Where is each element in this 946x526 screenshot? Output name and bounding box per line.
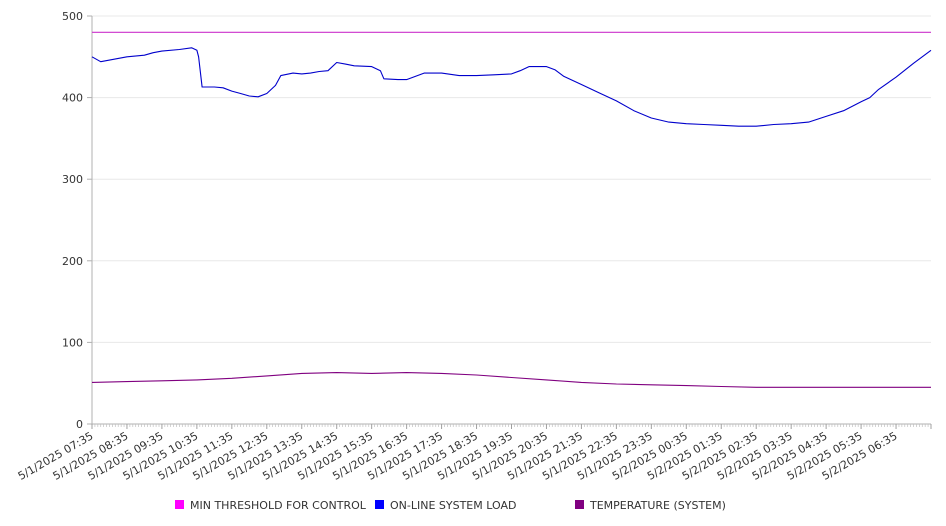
legend-label-online-system-load: ON-LINE SYSTEM LOAD — [390, 499, 516, 512]
y-tick-label: 500 — [62, 10, 83, 23]
axes — [87, 15, 932, 429]
y-tick-label: 400 — [62, 92, 83, 105]
legend-swatch-temperature — [575, 500, 584, 509]
y-tick-label: 300 — [62, 173, 83, 186]
legend-swatch-online-system-load — [375, 500, 384, 509]
gridlines — [92, 15, 931, 343]
legend: MIN THRESHOLD FOR CONTROL ON-LINE SYSTEM… — [175, 499, 726, 512]
legend-swatch-min-threshold — [175, 500, 184, 509]
series-line-1 — [91, 47, 932, 127]
y-tick-label: 200 — [62, 255, 83, 268]
series-lines — [91, 31, 932, 388]
y-tick-label: 0 — [76, 418, 83, 431]
y-tick-label: 100 — [62, 336, 83, 349]
legend-label-temperature: TEMPERATURE (SYSTEM) — [589, 499, 726, 512]
series-line-2 — [91, 372, 931, 388]
y-tick-labels: 0 100 200 300 400 500 — [62, 10, 83, 431]
legend-label-min-threshold: MIN THRESHOLD FOR CONTROL — [190, 499, 367, 512]
x-tick-labels: 5/1/2025 07:355/1/2025 08:355/1/2025 09:… — [16, 429, 900, 483]
